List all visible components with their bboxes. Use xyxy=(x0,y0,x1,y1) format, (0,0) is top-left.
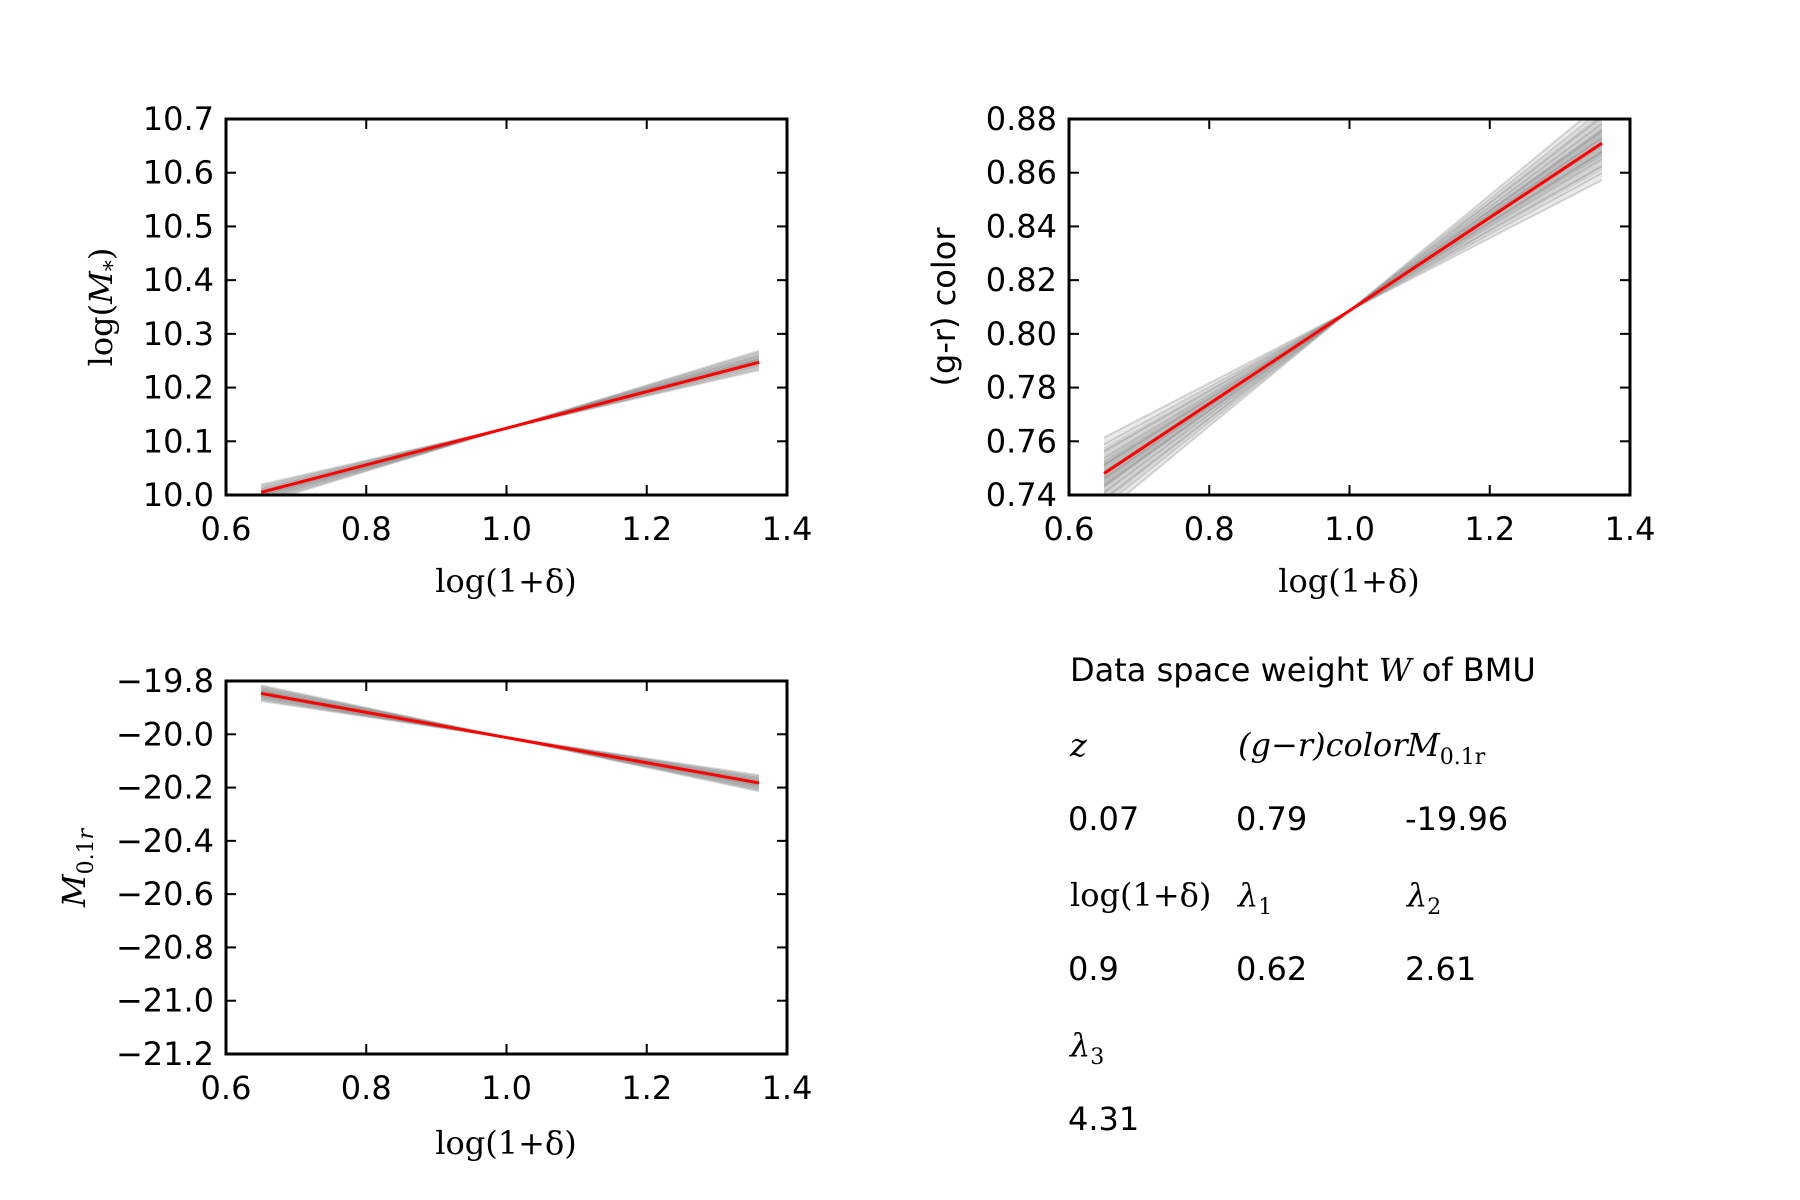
y-tick-label: 10.3 xyxy=(143,315,214,353)
x-tick-label: 1.0 xyxy=(481,1069,532,1107)
best-fit-line xyxy=(260,360,760,494)
x-axis-label: log(1+δ) xyxy=(435,562,576,600)
x-tick-label: 1.0 xyxy=(1324,510,1375,548)
y-tick-label: −20.6 xyxy=(116,875,214,913)
x-tick-label: 1.4 xyxy=(762,1069,813,1107)
uncertainty-wedge xyxy=(261,690,507,738)
plot-frame xyxy=(224,117,789,497)
uncertainty-wedge xyxy=(261,685,507,738)
y-tick-label: 0.74 xyxy=(986,476,1057,514)
uncertainty-wedge xyxy=(1104,310,1350,495)
uncertainty-wedge xyxy=(1349,127,1602,311)
uncertainty-wedge xyxy=(1349,119,1602,311)
x-tick-label: 1.2 xyxy=(621,1069,672,1107)
y-tick-label: −20.2 xyxy=(116,769,214,807)
x-tick-label: 0.8 xyxy=(341,1069,392,1107)
tick-marks xyxy=(225,118,788,496)
uncertainty-wedge xyxy=(1104,310,1350,489)
y-axis-label: log(M*) xyxy=(82,248,126,367)
y-tick-label: 0.82 xyxy=(986,261,1057,299)
x-tick-label: 1.4 xyxy=(762,510,813,548)
header-log-density: log(1+δ) xyxy=(1070,876,1211,914)
y-tick-label: −19.8 xyxy=(116,662,214,700)
value-gr-color: 0.79 xyxy=(1236,800,1307,838)
value-lambda-3: 4.31 xyxy=(1068,1100,1139,1138)
header-z: z xyxy=(1069,726,1088,764)
header-lambda-2: λ2 xyxy=(1405,876,1441,920)
y-axis-label: M0.1r xyxy=(55,827,99,908)
y-tick-label: 0.84 xyxy=(986,207,1057,245)
uncertainty-wedge xyxy=(506,350,759,429)
x-tick-label: 0.8 xyxy=(1184,510,1235,548)
tick-marks xyxy=(1068,118,1631,496)
value-lambda-1: 0.62 xyxy=(1236,950,1307,988)
x-tick-label: 0.6 xyxy=(201,510,252,548)
y-tick-label: −20.8 xyxy=(116,928,214,966)
value-magnitude: -19.96 xyxy=(1405,800,1508,838)
y-tick-label: 10.5 xyxy=(143,207,214,245)
y-tick-label: −21.2 xyxy=(116,1035,214,1073)
panel-stellar-mass: 0.6 0.8 1.0 1.2 1.4 10.0 10.1 10.2 10.3 10.4 10.5… xyxy=(82,100,812,600)
x-tick-label: 1.0 xyxy=(481,510,532,548)
y-tick-label: 0.78 xyxy=(986,369,1057,407)
best-fit-line xyxy=(260,691,760,785)
weight-table: Data space weight W of BMU z (g−r)color … xyxy=(1068,651,1536,1138)
header-lambda-1: λ1 xyxy=(1236,876,1272,920)
y-tick-label: 10.7 xyxy=(143,100,214,138)
value-z: 0.07 xyxy=(1068,800,1139,838)
value-log-density: 0.9 xyxy=(1068,950,1119,988)
best-fit-line xyxy=(1103,141,1603,475)
uncertainty-wedge xyxy=(506,354,759,429)
uncertainty-band xyxy=(261,685,759,792)
y-tick-label: −20.0 xyxy=(116,715,214,753)
panel-magnitude: 0.6 0.8 1.0 1.2 1.4 −21.2 −21.0 −20.8 −20.6 −20.… xyxy=(55,662,812,1162)
y-tick-label: −21.0 xyxy=(116,982,214,1020)
y-tick-label: 10.1 xyxy=(143,422,214,460)
value-lambda-2: 2.61 xyxy=(1405,950,1476,988)
y-axis-label: (g-r) color xyxy=(925,227,963,387)
x-tick-label: 0.6 xyxy=(1044,510,1095,548)
uncertainty-wedge xyxy=(506,737,759,787)
y-tick-label: 0.76 xyxy=(986,422,1057,460)
y-tick-label: 10.6 xyxy=(143,154,214,192)
x-tick-label: 1.4 xyxy=(1605,510,1656,548)
tick-marks xyxy=(225,680,788,1055)
uncertainty-band xyxy=(1104,119,1602,495)
y-tick-label: 0.88 xyxy=(986,100,1057,138)
header-lambda-3: λ3 xyxy=(1068,1026,1104,1070)
y-tick-label: 10.0 xyxy=(143,476,214,514)
uncertainty-wedge xyxy=(506,737,759,792)
x-tick-label: 1.2 xyxy=(1464,510,1515,548)
y-tick-label: 10.2 xyxy=(143,369,214,407)
y-tick-label: 0.80 xyxy=(986,315,1057,353)
x-tick-label: 0.6 xyxy=(201,1069,252,1107)
uncertainty-wedge xyxy=(261,687,507,738)
x-tick-label: 1.2 xyxy=(621,510,672,548)
y-tick-label: −20.4 xyxy=(116,822,214,860)
panel-color: 0.6 0.8 1.0 1.2 1.4 0.74 0.76 0.78 0.80 0.82 0.84… xyxy=(925,100,1655,600)
x-tick-label: 0.8 xyxy=(341,510,392,548)
y-tick-label: 0.86 xyxy=(986,154,1057,192)
header-gr-color: (g−r)color xyxy=(1238,726,1409,764)
uncertainty-wedge xyxy=(506,737,759,790)
x-axis-label: log(1+δ) xyxy=(435,1124,576,1162)
y-tick-label: 10.4 xyxy=(143,261,214,299)
x-axis-label: log(1+δ) xyxy=(1278,562,1419,600)
weight-table-title: Data space weight W of BMU xyxy=(1070,651,1536,689)
header-magnitude: M0.1r xyxy=(1406,726,1486,770)
uncertainty-wedge xyxy=(1104,310,1350,495)
uncertainty-wedge xyxy=(1349,119,1602,311)
